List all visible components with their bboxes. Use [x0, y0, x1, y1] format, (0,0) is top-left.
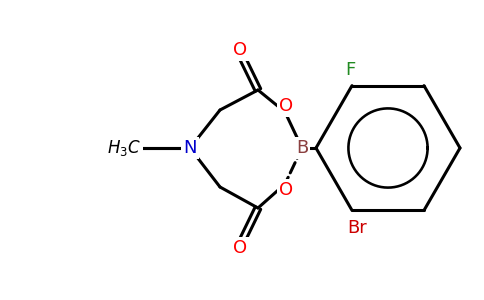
Text: 3: 3 — [121, 144, 128, 154]
Text: Br: Br — [347, 219, 367, 237]
Text: B: B — [296, 139, 308, 157]
Text: N: N — [183, 139, 197, 157]
Text: O: O — [233, 239, 247, 257]
Text: C: C — [127, 135, 139, 153]
Text: H: H — [109, 135, 121, 153]
Text: O: O — [233, 41, 247, 59]
Text: F: F — [345, 61, 355, 79]
Text: $H_3C$: $H_3C$ — [107, 138, 141, 158]
Text: O: O — [279, 181, 293, 199]
Text: O: O — [279, 97, 293, 115]
Text: N: N — [183, 139, 197, 157]
